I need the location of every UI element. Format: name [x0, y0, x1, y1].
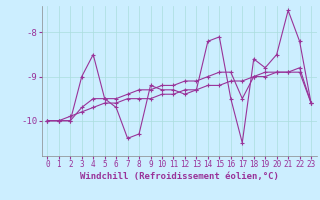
X-axis label: Windchill (Refroidissement éolien,°C): Windchill (Refroidissement éolien,°C) [80, 172, 279, 181]
